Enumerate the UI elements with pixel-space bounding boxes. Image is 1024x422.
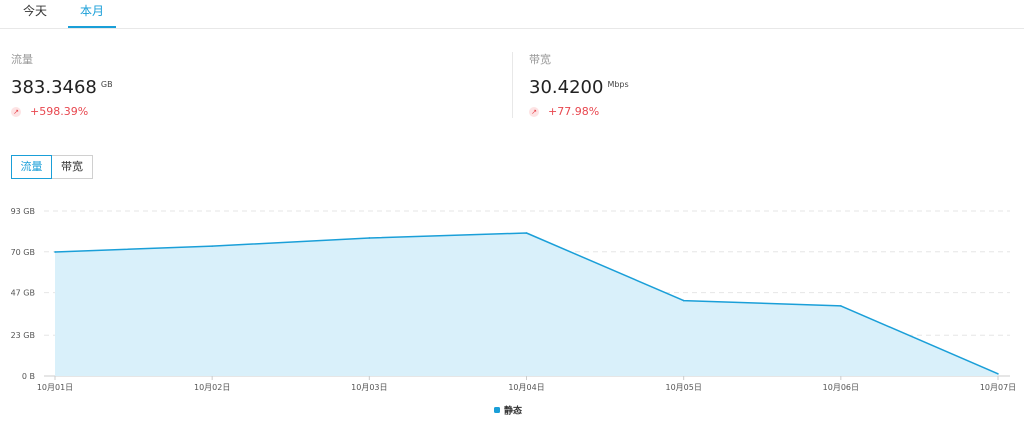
bandwidth-value-row: 30.4200 Mbps [529, 77, 629, 101]
x-tick-label: 10月04日 [508, 383, 544, 392]
traffic-area-chart: 0 B 23 GB 47 GB 70 GB 93 GB 10月01日 10月02日 10月03… [11, 207, 1017, 417]
traffic-unit: GB [100, 80, 113, 89]
data-point [368, 237, 371, 239]
bandwidth-change-row: ↗ +77.98% [529, 104, 629, 120]
data-point [840, 305, 842, 307]
y-tick-label: 70 GB [11, 248, 35, 257]
traffic-stat: 流量 383.3468 GB ↗ +598.39% [11, 52, 113, 120]
stat-divider [512, 52, 513, 118]
traffic-change-row: ↗ +598.39% [11, 104, 113, 120]
bandwidth-change: +77.98% [548, 105, 600, 118]
trend-up-icon: ↗ [529, 107, 539, 117]
data-point [682, 299, 685, 302]
traffic-value: 383.3468 [11, 77, 97, 98]
data-point [997, 373, 999, 375]
traffic-change: +598.39% [30, 105, 89, 118]
trend-up-icon: ↗ [11, 107, 21, 117]
tab-today[interactable]: 今天 [22, 4, 47, 18]
x-tick-label: 10月01日 [37, 383, 73, 392]
x-tick-label: 10月03日 [351, 383, 387, 392]
legend-swatch [494, 407, 500, 413]
traffic-label: 流量 [11, 53, 33, 66]
y-tick-label: 0 B [22, 372, 35, 381]
data-point [525, 232, 528, 234]
y-tick-label: 93 GB [11, 207, 35, 216]
bandwidth-value: 30.4200 [529, 77, 604, 98]
data-point [54, 251, 56, 253]
legend-label: 静态 [504, 405, 522, 417]
series-area-static [55, 233, 998, 376]
data-point [211, 245, 213, 247]
y-tick-label: 47 GB [11, 289, 35, 298]
tab-this-month[interactable]: 本月 [68, 0, 116, 28]
x-tick-label: 10月06日 [823, 383, 859, 392]
period-tabs: 今天 本月 [0, 0, 1024, 29]
toggle-bandwidth-button[interactable]: 带宽 [51, 155, 93, 179]
bandwidth-unit: Mbps [607, 80, 629, 89]
x-tick-label: 10月02日 [194, 383, 230, 392]
x-tick-label: 10月05日 [665, 383, 701, 392]
toggle-traffic-button[interactable]: 流量 [11, 155, 52, 179]
traffic-value-row: 383.3468 GB [11, 77, 113, 101]
y-tick-label: 23 GB [11, 331, 35, 340]
x-tick-label: 10月07日 [980, 383, 1016, 392]
bandwidth-stat: 带宽 30.4200 Mbps ↗ +77.98% [529, 52, 629, 120]
bandwidth-label: 带宽 [529, 53, 551, 66]
